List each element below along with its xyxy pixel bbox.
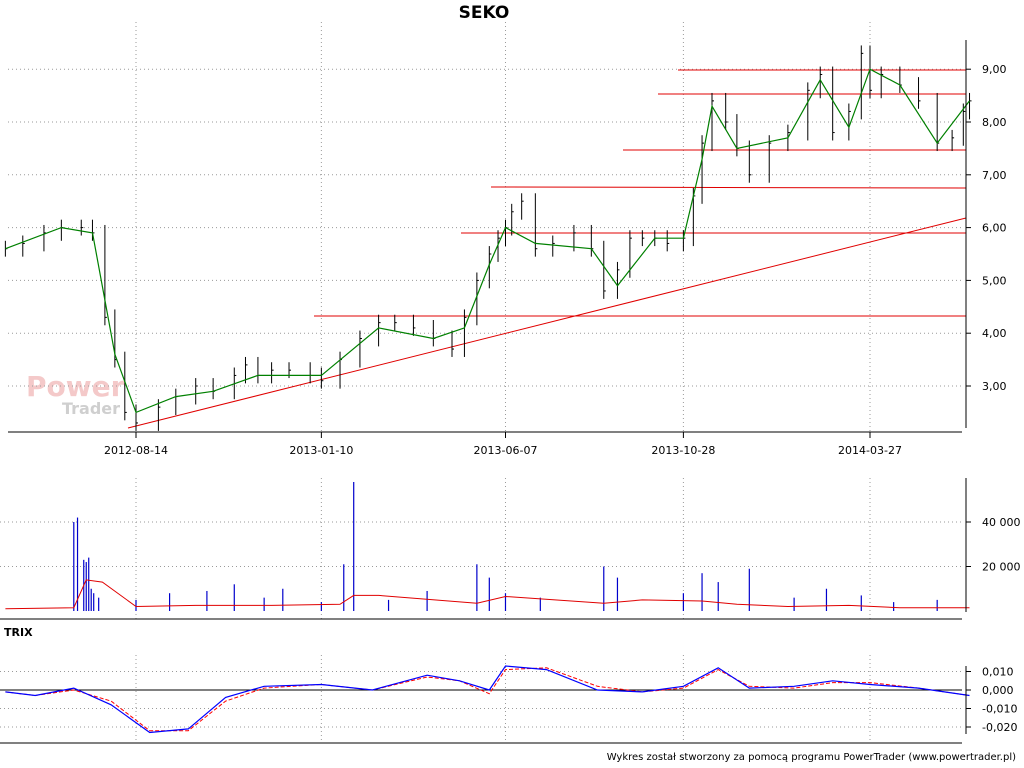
price-y-tick-label: 4,00 bbox=[982, 327, 1007, 340]
watermark-trader: Trader bbox=[62, 399, 120, 418]
price-y-tick-label: 7,00 bbox=[982, 169, 1007, 182]
trix-y-tick-label: -0,020 bbox=[982, 721, 1017, 734]
price-y-tick-label: 9,00 bbox=[982, 63, 1007, 76]
price-x-tick-label: 2012-08-14 bbox=[104, 444, 168, 457]
trix-line bbox=[5, 665, 970, 734]
support-resistance-lines bbox=[127, 69, 967, 429]
uptrend-line bbox=[127, 217, 967, 429]
volume-y-tick-label: 20 000 bbox=[982, 561, 1021, 574]
price-y-tick-label: 3,00 bbox=[982, 380, 1007, 393]
price-bars bbox=[4, 45, 972, 431]
price-x-tick-label: 2014-03-27 bbox=[838, 444, 902, 457]
trix-signal-line bbox=[5, 667, 970, 732]
price-x-tick-labels: 2012-08-14 2013-01-10 2013-06-07 2013-10-28… bbox=[104, 432, 902, 457]
volume-y-tick-label: 40 000 bbox=[982, 516, 1021, 529]
trix-y-tick-label: 0,010 bbox=[982, 666, 1014, 679]
trix-grid bbox=[0, 655, 962, 743]
volume-average-line bbox=[5, 579, 970, 610]
price-y-tick-labels: 3,00 4,00 5,00 6,00 7,00 8,00 9,00 bbox=[966, 63, 1007, 393]
trix-y-tick-labels: -0,020 -0,010 0,000 0,010 bbox=[966, 666, 1017, 734]
price-y-tick-label: 6,00 bbox=[982, 222, 1007, 235]
price-x-tick-label: 2013-01-10 bbox=[289, 444, 353, 457]
trix-panel-label: TRIX bbox=[4, 626, 33, 639]
price-y-tick-label: 8,00 bbox=[982, 116, 1007, 129]
price-x-tick-label: 2013-10-28 bbox=[651, 444, 715, 457]
trix-y-tick-label: 0,000 bbox=[982, 684, 1014, 697]
volume-grid bbox=[0, 478, 962, 619]
volume-y-tick-labels: 20 000 40 000 bbox=[966, 516, 1021, 574]
volume-bars bbox=[73, 481, 938, 611]
trix-y-tick-label: -0,010 bbox=[982, 703, 1017, 716]
price-x-tick-label: 2013-06-07 bbox=[474, 444, 538, 457]
chart-title: SEKO bbox=[459, 3, 510, 23]
support-line-6-8 bbox=[490, 186, 967, 189]
footer-credit: Wykres został stworzony za pomocą progra… bbox=[607, 752, 1016, 763]
price-moving-average-line bbox=[5, 68, 970, 414]
price-y-tick-label: 5,00 bbox=[982, 274, 1007, 287]
